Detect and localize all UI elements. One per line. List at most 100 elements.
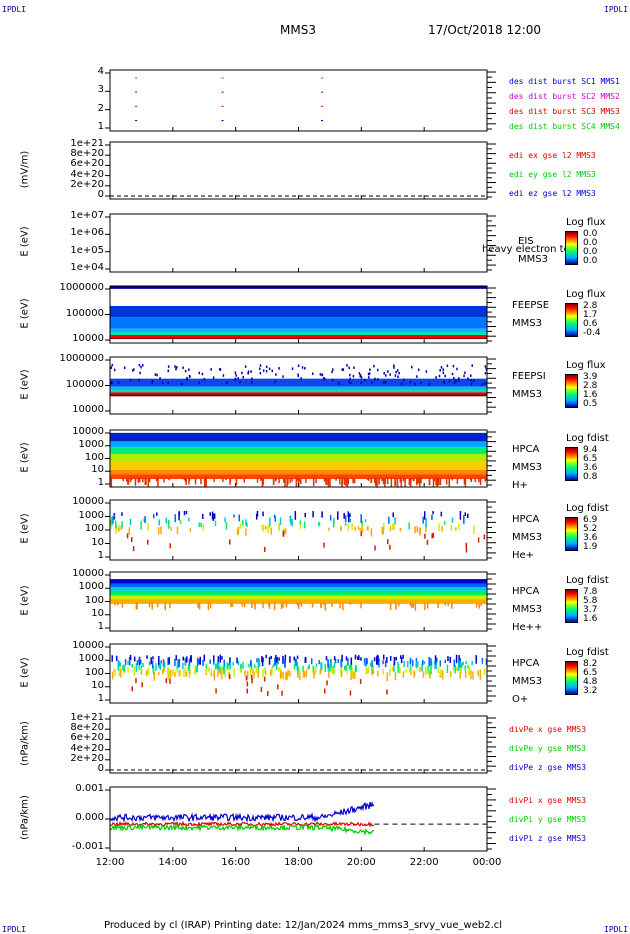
spectrogram-pixel — [414, 602, 417, 611]
spectrogram-pixel — [399, 477, 402, 483]
spectrogram-pixel — [126, 533, 129, 539]
spectrogram-pixel — [230, 602, 232, 608]
spectrogram-pixel — [373, 364, 375, 368]
spectrogram-pixel — [295, 477, 298, 487]
spectrogram-pixel — [453, 381, 456, 384]
spectrogram-pixel — [344, 515, 347, 523]
spectrogram-pixel — [377, 378, 379, 381]
spectrogram-pixel — [157, 477, 159, 488]
colorbar-value: 9.4 — [583, 445, 598, 455]
spectrogram-pixel — [275, 477, 278, 481]
burst-mark — [221, 105, 224, 107]
y-tick-label: 8e+20 — [70, 148, 104, 160]
spectrogram-pixel — [455, 654, 458, 664]
spectrogram-pixel — [224, 669, 227, 678]
burst-mark — [221, 119, 224, 122]
y-tick-label: 0 — [97, 189, 104, 200]
spectrogram-pixel — [203, 377, 206, 381]
spectrogram-pixel — [382, 381, 385, 384]
spectrogram-pixel — [147, 539, 149, 545]
spectrogram-pixel — [114, 520, 117, 529]
spectrogram-pixel — [374, 545, 376, 551]
spectrogram-pixel — [257, 670, 259, 679]
spectrogram-pixel — [353, 477, 356, 484]
spectrogram-pixel — [458, 377, 460, 380]
spectrogram-pixel — [113, 668, 115, 673]
spectrogram-pixel — [268, 367, 271, 371]
spectrogram-pixel — [246, 522, 248, 528]
spectrogram-pixel — [441, 670, 444, 680]
spectrogram-pixel — [229, 539, 231, 545]
spectrogram-pixel — [178, 658, 181, 668]
spectrogram-pixel — [360, 657, 362, 661]
spectrogram-pixel — [169, 678, 171, 684]
spectrogram-pixel — [285, 602, 288, 608]
spectrogram-pixel — [443, 381, 446, 384]
spectrogram-pixel — [394, 477, 396, 487]
y-tick-label: 10 — [91, 536, 104, 548]
spectrogram-pixel — [167, 657, 169, 666]
spectrogram-pixel — [142, 477, 144, 483]
spectrogram-pixel — [408, 668, 411, 673]
spectrogram-pixel — [372, 666, 374, 671]
burst-mark — [135, 91, 138, 93]
y-tick-label: 1 — [97, 550, 104, 561]
spectrogram-pixel — [221, 668, 223, 676]
spectrogram-pixel — [198, 602, 201, 610]
spectrogram-pixel — [318, 660, 320, 665]
legend-entry: edi ex gse l2 MMS3 — [509, 151, 596, 160]
colorbar-value: 6.5 — [583, 454, 598, 464]
spectrogram-pixel — [279, 517, 282, 525]
spectrogram-pixel — [351, 523, 353, 530]
y-tick-label: 10000 — [72, 333, 104, 344]
colorbar-value: 3.6 — [583, 533, 598, 543]
spectrogram-pixel — [320, 602, 322, 607]
spectrogram-pixel — [261, 655, 263, 663]
spectrogram-pixel — [231, 602, 234, 607]
spectrogram-band-1 — [110, 378, 487, 387]
spectrogram-pixel — [148, 602, 151, 608]
spectrogram-pixel — [341, 368, 343, 371]
spectrogram-pixel — [246, 681, 249, 687]
spectrogram-pixel — [203, 477, 206, 487]
spectrogram-pixel — [434, 660, 436, 670]
spectrogram-pixel — [387, 477, 389, 484]
spectrogram-pixel — [157, 527, 160, 535]
spectrogram-pixel — [435, 662, 437, 670]
spectrogram-pixel — [478, 477, 480, 483]
spectrogram-pixel — [432, 532, 435, 538]
spectrogram-pixel — [394, 517, 396, 525]
spectrogram-pixel — [212, 376, 215, 379]
spectrogram-pixel — [304, 512, 307, 518]
spectrogram-pixel — [131, 663, 134, 668]
spectrogram-pixel — [409, 657, 412, 663]
spectrogram-pixel — [274, 477, 277, 482]
spectrogram-pixel — [456, 367, 458, 371]
spectrogram-pixel — [129, 477, 132, 483]
spectrogram-pixel — [138, 665, 140, 671]
spectrogram-pixel — [445, 477, 448, 485]
spectrogram-pixel — [483, 668, 486, 675]
panel-divpi — [105, 786, 496, 852]
spectrogram-pixel — [175, 367, 177, 371]
spectrogram-pixel — [255, 513, 258, 520]
spectrogram-pixel — [152, 666, 155, 675]
y-tick-label: 100 — [84, 523, 104, 534]
spectrogram-pixel — [189, 375, 191, 379]
spectrogram-pixel — [140, 668, 143, 674]
spectrogram-pixel — [178, 511, 181, 516]
y-tick-label: 6e+20 — [70, 158, 104, 170]
spectrogram-pixel — [428, 477, 431, 486]
spectrogram-pixel — [347, 477, 350, 485]
spectrogram-pixel — [471, 661, 473, 666]
spectrogram-pixel — [444, 602, 446, 606]
spectrogram-pixel — [111, 655, 113, 662]
spectrogram-pixel — [441, 526, 443, 532]
legend-entry: divPe y gse MMS3 — [509, 744, 587, 753]
spectrogram-pixel — [271, 369, 274, 373]
spectrogram-pixel — [120, 669, 122, 678]
spectrogram-pixel — [112, 516, 114, 524]
spectrogram-pixel — [130, 537, 133, 543]
spectrogram-pixel — [305, 477, 307, 483]
